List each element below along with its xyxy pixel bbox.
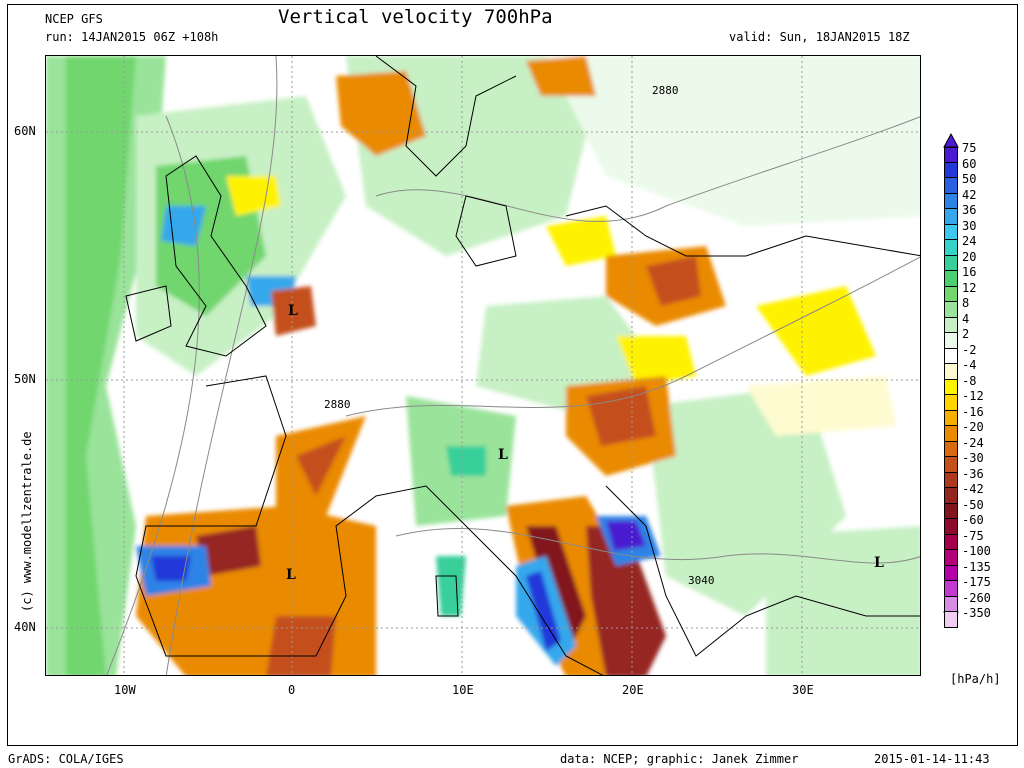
colorbar-label: 12 [962, 280, 977, 295]
colorbar-swatch [944, 209, 958, 225]
colorbar-label: -36 [962, 466, 984, 481]
colorbar-label: -350 [962, 606, 991, 620]
colorbar-label: 24 [962, 234, 977, 248]
colorbar-label: -30 [962, 451, 984, 465]
geopotential-contours [106, 56, 920, 675]
colorbar-label: -260 [962, 590, 991, 605]
colorbar-label: 4 [962, 311, 970, 326]
colorbar-swatch [944, 488, 958, 504]
colorbar-label: 16 [962, 265, 977, 279]
colorbar-swatch [944, 441, 958, 457]
colorbar-label: 75 [962, 141, 977, 155]
lon-label: 20E [622, 683, 644, 697]
footer-left: GrADS: COLA/IGES [8, 752, 124, 766]
colorbar-swatch [944, 410, 958, 426]
colorbar-swatch [944, 302, 958, 318]
colorbar-swatch [944, 240, 958, 256]
colorbar-label: 2 [962, 327, 970, 341]
contour-label: 3040 [688, 574, 715, 587]
colorbar-unit: [hPa/h] [950, 672, 1001, 686]
colorbar-swatch [944, 193, 958, 209]
colorbar-swatch [944, 519, 958, 535]
colorbar-swatch [944, 178, 958, 194]
colorbar-label: -60 [962, 513, 984, 527]
colorbar-label: 42 [962, 187, 977, 202]
colorbar-swatch [944, 395, 958, 411]
colorbar-swatch [944, 503, 958, 519]
low-pressure-marker: L [288, 303, 298, 319]
colorbar-swatch [944, 271, 958, 287]
colorbar-swatch [944, 426, 958, 442]
map-panel: 2880 2880 3040 L L L L [45, 55, 921, 676]
low-pressure-marker: L [874, 555, 884, 571]
colorbar-swatch [944, 379, 958, 395]
colorbar-label: -12 [962, 389, 984, 403]
lat-label: 50N [14, 372, 36, 386]
lon-label: 30E [792, 683, 814, 697]
colorbar-swatch [944, 534, 958, 550]
model-name: NCEP GFS [45, 12, 103, 26]
colorbar-label: -8 [962, 373, 977, 388]
colorbar-label: 30 [962, 218, 977, 233]
colorbar-label: 60 [962, 156, 977, 171]
footer-timestamp: 2015-01-14-11:43 [874, 752, 990, 766]
colorbar-swatch [944, 255, 958, 271]
coastlines [125, 56, 920, 675]
colorbar-swatch [944, 333, 958, 349]
colorbar-label: -100 [962, 544, 991, 558]
lat-label: 60N [14, 124, 36, 138]
colorbar-swatch [944, 348, 958, 364]
colorbar-swatch [944, 364, 958, 380]
colorbar-label: -24 [962, 435, 984, 450]
footer-credit: data: NCEP; graphic: Janek Zimmer [560, 752, 799, 766]
colorbar-swatch [944, 472, 958, 488]
colorbar-label: -75 [962, 528, 984, 543]
colorbar-swatch [944, 317, 958, 333]
lon-label: 10W [114, 683, 136, 697]
colorbar-swatch [944, 224, 958, 240]
colorbar-swatch [944, 565, 958, 581]
valid-time: valid: Sun, 18JAN2015 18Z [729, 30, 910, 44]
colorbar-label: -2 [962, 342, 977, 357]
colorbar-label: -175 [962, 575, 991, 589]
colorbar-swatch [944, 286, 958, 302]
graticule [46, 56, 920, 675]
colorbar-label: 50 [962, 172, 977, 186]
colorbar-swatch [944, 162, 958, 178]
lat-label: 40N [14, 620, 36, 634]
colorbar-label: 20 [962, 249, 977, 264]
lon-label: 10E [452, 683, 474, 697]
chart-title: Vertical velocity 700hPa [278, 6, 553, 28]
velocity-field [46, 56, 920, 675]
colorbar-label: -4 [962, 358, 977, 372]
weather-map [46, 56, 920, 675]
colorbar-label: -50 [962, 497, 984, 512]
colorbar-swatch [944, 457, 958, 473]
colorbar-swatch [944, 581, 958, 597]
low-pressure-marker: L [286, 567, 296, 583]
colorbar-label: -42 [962, 482, 984, 496]
colorbar-label: -20 [962, 420, 984, 434]
chart-frame [7, 4, 1018, 746]
colorbar-swatch [944, 147, 958, 163]
run-info: run: 14JAN2015 06Z +108h [45, 30, 219, 44]
colorbar-swatch [944, 596, 958, 612]
colorbar-label: -16 [962, 404, 984, 419]
colorbar-swatch [944, 612, 958, 628]
contour-label: 2880 [324, 398, 351, 411]
colorbar-label: -135 [962, 559, 991, 574]
contour-label: 2880 [652, 84, 679, 97]
colorbar-label: 8 [962, 296, 970, 310]
low-pressure-marker: L [498, 447, 508, 463]
colorbar-label: 36 [962, 203, 977, 217]
colorbar-swatch [944, 550, 958, 566]
lon-label: 0 [288, 683, 296, 697]
